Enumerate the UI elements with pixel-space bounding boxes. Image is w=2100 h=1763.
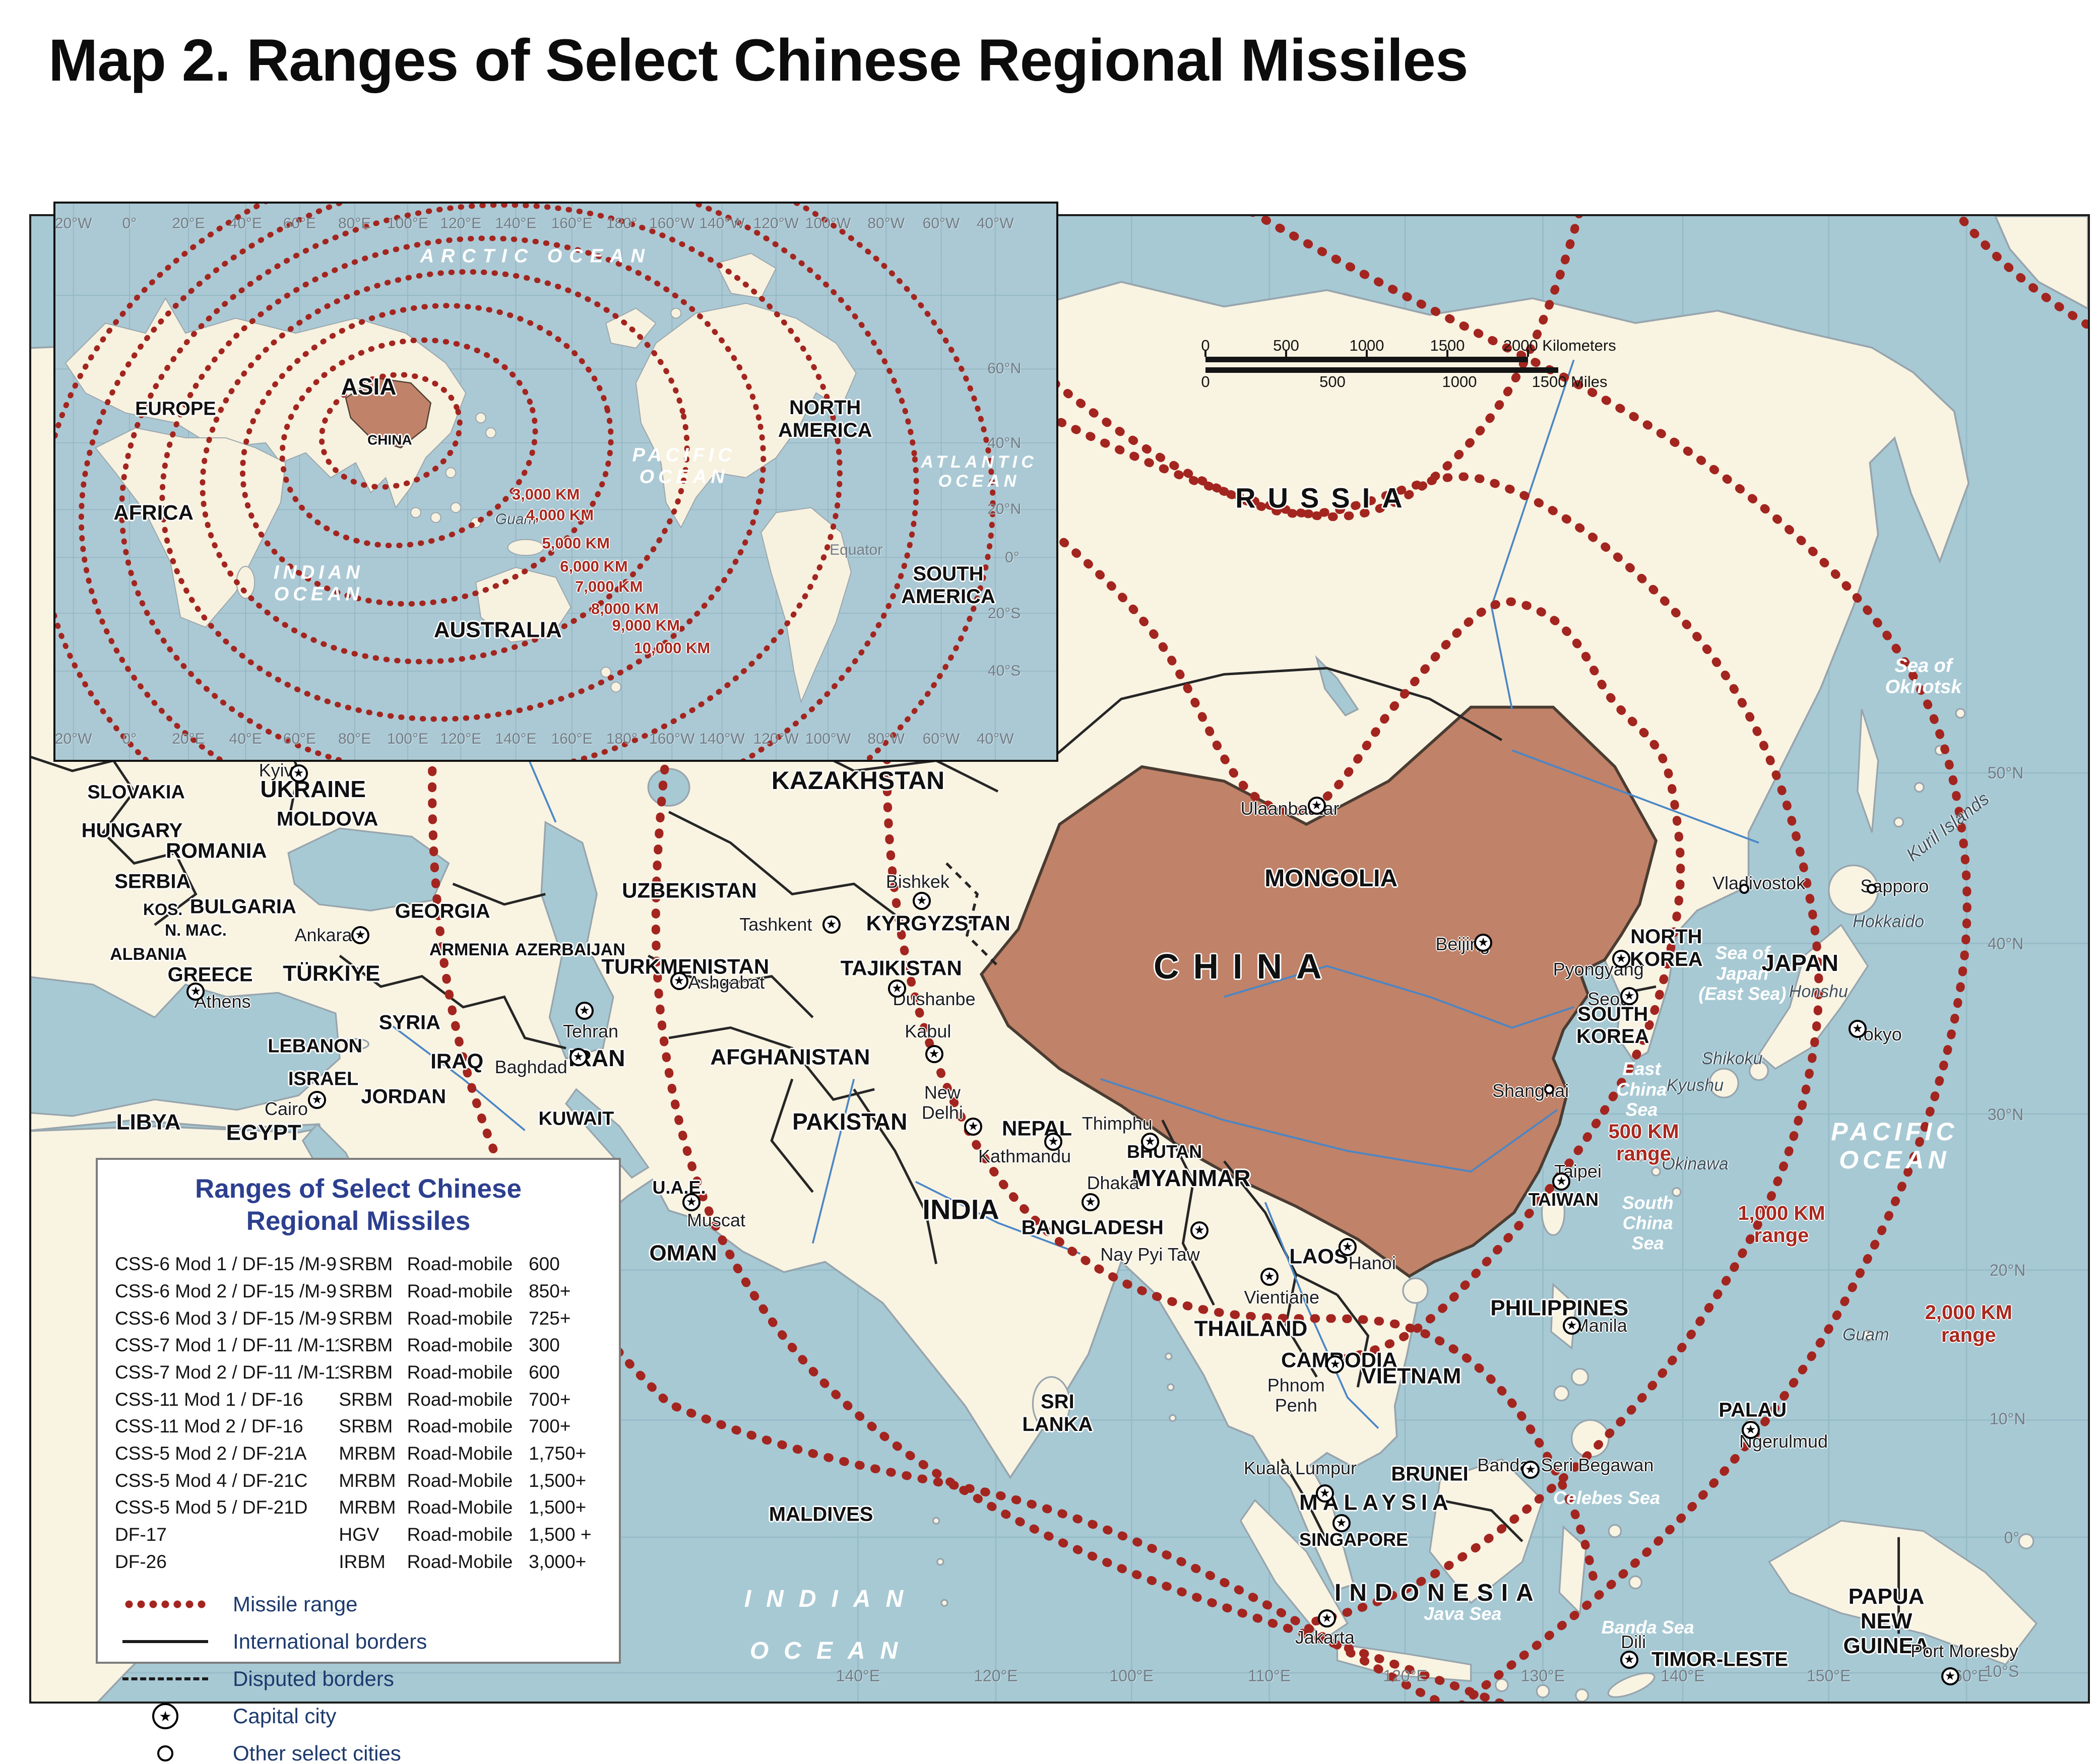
scale-mi-tick-label: 1000	[1442, 373, 1477, 390]
legend-title: Ranges of Select Chinese Regional Missil…	[195, 1174, 522, 1236]
missile-row-6-type: SRBM	[339, 1416, 393, 1437]
missile-row-8-range: 1,500+	[529, 1470, 587, 1491]
missile-row-0-range: 600	[529, 1254, 560, 1275]
missile-row-1-range: 850+	[529, 1281, 571, 1301]
legend-panel: Ranges of Select Chinese Regional Missil…	[96, 1158, 621, 1763]
missile-row-5-basing: Road-mobile	[407, 1389, 513, 1410]
missile-row-4-range: 600	[529, 1362, 560, 1383]
scale-mi-end-label: 1500 Miles	[1532, 373, 1608, 390]
scale-tick	[1366, 350, 1368, 357]
missile-row-4-name: CSS-7 Mod 2 / DF-11 /M-11	[115, 1362, 339, 1383]
capital-star-icon: ★	[159, 1708, 172, 1724]
missile-row-6-range: 700+	[529, 1416, 571, 1437]
scale-km-bar	[1204, 350, 1529, 362]
scale-tick	[1446, 350, 1448, 357]
intl-symbol-icon	[115, 1640, 216, 1644]
legend-symbol-row-city: Other select cities	[115, 1741, 602, 1763]
missile-row-6-basing: Road-mobile	[407, 1416, 513, 1437]
intl-glyph	[122, 1640, 208, 1644]
missile-row-1-type: SRBM	[339, 1281, 393, 1301]
missile-row-5-range: 700+	[529, 1389, 571, 1410]
scale-km-tick-label: 0	[1201, 337, 1210, 354]
scale-tick	[1285, 350, 1287, 357]
capital-glyph: ★	[152, 1703, 178, 1730]
missile-row-11-type: IRBM	[339, 1551, 386, 1572]
missile-row-2-range: 725+	[529, 1308, 571, 1329]
legend-symbol-label-international-borders: International borders	[233, 1629, 427, 1654]
missile-row-10-basing: Road-mobile	[407, 1525, 513, 1545]
scale-mi-tick-label: 0	[1201, 373, 1210, 390]
missile-row-0-type: SRBM	[339, 1254, 393, 1275]
scale-miles-bar	[1205, 367, 1558, 373]
missile-row-10-name: DF-17	[115, 1525, 167, 1545]
city-glyph	[157, 1745, 173, 1762]
city-symbol-icon	[115, 1745, 216, 1762]
page-title: Map 2. Ranges of Select Chinese Regional…	[48, 27, 1469, 94]
missile-glyph	[122, 1600, 208, 1609]
missile-row-3-type: SRBM	[339, 1335, 393, 1356]
missile-row-4-type: SRBM	[339, 1362, 393, 1383]
legend-symbol-row-disputed: Disputed borders	[115, 1667, 602, 1691]
missile-row-9-name: CSS-5 Mod 5 / DF-21D	[115, 1497, 308, 1518]
missile-symbol-icon	[115, 1600, 216, 1609]
legend-symbol-label-other-select-cities: Other select cities	[233, 1741, 401, 1763]
scale-tick	[1204, 350, 1206, 357]
scale-bar: 0 500 1000 1500 2000 Kilometers 0 500 1000 1500 …	[1201, 337, 1616, 395]
missile-row-6-name: CSS-11 Mod 2 / DF-16	[115, 1416, 303, 1437]
missile-row-0-name: CSS-6 Mod 1 / DF-15 /M-9	[115, 1254, 337, 1275]
missile-row-5-name: CSS-11 Mod 1 / DF-16	[115, 1389, 303, 1410]
inset-map-canvas	[55, 204, 1056, 760]
missile-row-7-name: CSS-5 Mod 2 / DF-21A	[115, 1444, 307, 1464]
missile-row-8-basing: Road-Mobile	[407, 1470, 513, 1491]
missile-row-7-range: 1,750+	[529, 1444, 587, 1464]
missile-row-3-name: CSS-7 Mod 1 / DF-11 /M-11	[115, 1335, 339, 1356]
legend-symbol-row-capital: ★ Capital city	[115, 1703, 602, 1730]
scale-tick	[1527, 350, 1529, 357]
missile-row-7-type: MRBM	[339, 1444, 396, 1464]
legend-symbol-row-intl: International borders	[115, 1629, 602, 1654]
capital-symbol-icon: ★	[115, 1703, 216, 1730]
missile-table: CSS-6 Mod 1 / DF-15 /M-9 SRBM Road-mobile 6…	[115, 1254, 602, 1572]
missile-row-7-basing: Road-Mobile	[407, 1444, 513, 1464]
scale-miles-labels: 0 500 1000 1500 Miles	[1201, 373, 1607, 395]
missile-row-10-type: HGV	[339, 1525, 379, 1545]
missile-row-9-type: MRBM	[339, 1497, 396, 1518]
missile-row-2-type: SRBM	[339, 1308, 393, 1329]
missile-row-3-range: 300	[529, 1335, 560, 1356]
inset-world-map: 20°W 0° 20°E 40°E 60°E 80°E 100°E 120°E 140°E 160…	[53, 202, 1058, 762]
scale-km-end-label: 2000 Kilometers	[1503, 337, 1616, 354]
missile-row-1-name: CSS-6 Mod 2 / DF-15 /M-9	[115, 1281, 337, 1301]
missile-row-5-type: SRBM	[339, 1389, 393, 1410]
disputed-symbol-icon	[115, 1677, 216, 1681]
missile-row-9-range: 1,500+	[529, 1497, 587, 1518]
legend-symbol-label-capital-city: Capital city	[233, 1704, 337, 1728]
legend-symbol-label-disputed-borders: Disputed borders	[233, 1667, 394, 1691]
missile-row-4-basing: Road-mobile	[407, 1362, 513, 1383]
missile-row-11-basing: Road-Mobile	[407, 1551, 513, 1572]
missile-row-9-basing: Road-Mobile	[407, 1497, 513, 1518]
missile-row-2-basing: Road-mobile	[407, 1308, 513, 1329]
missile-row-11-name: DF-26	[115, 1551, 167, 1572]
missile-row-10-range: 1,500 +	[529, 1525, 592, 1545]
missile-row-11-range: 3,000+	[529, 1551, 587, 1572]
legend-symbol-row-missile: Missile range	[115, 1592, 602, 1616]
legend-symbols: Missile range International borders Disput…	[115, 1592, 602, 1763]
missile-row-0-basing: Road-mobile	[407, 1254, 513, 1275]
missile-row-2-name: CSS-6 Mod 3 / DF-15 /M-9	[115, 1308, 337, 1329]
missile-row-8-type: MRBM	[339, 1470, 396, 1491]
legend-symbol-label-missile-range: Missile range	[233, 1592, 358, 1616]
missile-row-3-basing: Road-mobile	[407, 1335, 513, 1356]
missile-row-8-name: CSS-5 Mod 4 / DF-21C	[115, 1470, 308, 1491]
scale-mi-tick-label: 500	[1319, 373, 1346, 390]
missile-row-1-basing: Road-mobile	[407, 1281, 513, 1301]
disputed-glyph	[122, 1677, 208, 1681]
